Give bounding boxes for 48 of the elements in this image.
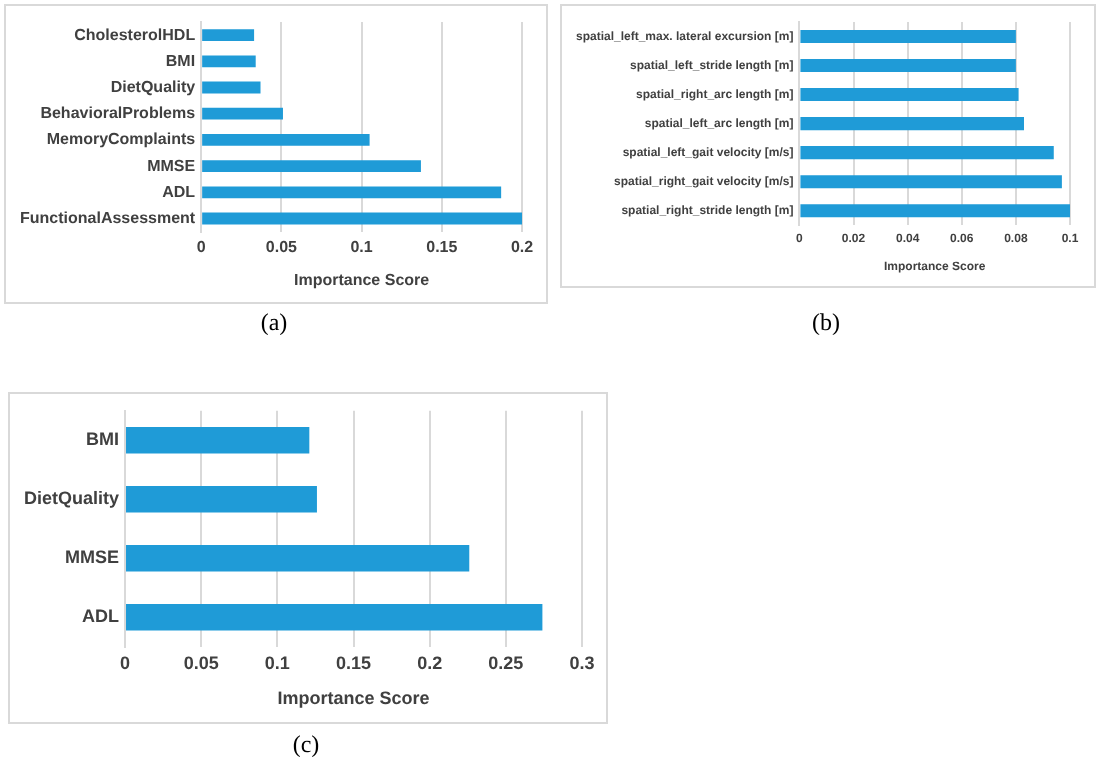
x-tick-label: 0.25 <box>488 652 524 673</box>
y-tick-label: DietQuality <box>110 77 197 96</box>
text: (a) <box>258 308 290 338</box>
y-tick-label: ADL <box>82 606 121 627</box>
bar <box>126 427 310 454</box>
bar <box>800 146 1054 160</box>
y-tick-label: MMSE <box>65 547 120 568</box>
x-tick-label: 0.1 <box>350 237 374 256</box>
y-tick-label: MemoryComplaints <box>46 130 197 149</box>
bar <box>800 88 1019 102</box>
x-tick-label: 0.05 <box>183 652 219 673</box>
y-tick-label: FunctionalAssessment <box>20 208 196 227</box>
bar <box>202 134 370 146</box>
x-tick-label: 0.2 <box>510 237 535 256</box>
x-tick-label: 0 <box>196 237 207 256</box>
bar <box>800 117 1024 131</box>
text: (c) <box>290 730 322 760</box>
y-tick-label: BMI <box>165 51 196 70</box>
y-tick-label: CholesterolHDL <box>74 25 196 44</box>
x-tick-label: 0.15 <box>426 237 459 256</box>
bar <box>202 55 256 68</box>
x-tick-label: 0.2 <box>417 652 443 673</box>
bar <box>800 29 1016 44</box>
x-tick-label: 0.05 <box>265 237 299 256</box>
x-tick-label: 0.1 <box>264 652 290 673</box>
bar <box>800 175 1062 189</box>
x-axis-title: Importance Score <box>294 270 431 289</box>
bar <box>202 107 283 120</box>
y-tick-label: BMI <box>86 429 120 450</box>
y-tick-label: DietQuality <box>23 488 120 509</box>
bar <box>126 545 470 572</box>
bar <box>202 160 421 172</box>
x-tick-label: 0.15 <box>335 652 372 673</box>
x-tick-label: 0 <box>120 652 131 673</box>
y-tick-label: BehavioralProblems <box>40 104 197 123</box>
bar <box>126 486 317 513</box>
y-tick-label: MMSE <box>147 156 197 175</box>
text: (b) <box>810 308 842 338</box>
bar <box>800 59 1016 73</box>
bar <box>202 81 261 94</box>
y-tick-label: ADL <box>162 182 196 201</box>
bar <box>202 29 255 41</box>
x-tick-label: 0.3 <box>569 652 595 673</box>
bar <box>202 186 502 199</box>
bar <box>126 604 543 631</box>
bar <box>800 204 1070 218</box>
x-axis-title: Importance Score <box>277 688 430 709</box>
bar <box>202 212 522 225</box>
